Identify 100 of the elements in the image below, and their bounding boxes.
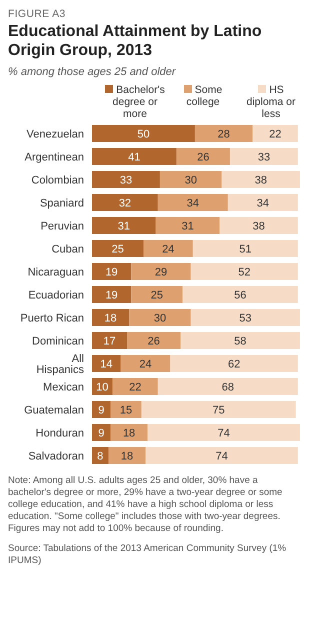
y-tick-label: Honduran xyxy=(36,427,84,440)
data-label: 26 xyxy=(148,335,160,348)
bar xyxy=(148,424,300,441)
data-label: 30 xyxy=(184,174,197,186)
data-label: 38 xyxy=(254,174,267,186)
data-label: 51 xyxy=(239,243,252,256)
bar xyxy=(180,332,300,349)
data-label: 30 xyxy=(154,312,166,324)
bar xyxy=(170,355,298,372)
data-label: 68 xyxy=(222,381,234,394)
y-tick-label: Cuban xyxy=(52,243,84,256)
bar xyxy=(131,286,183,303)
data-label: 33 xyxy=(120,174,132,186)
data-label: 17 xyxy=(103,335,116,348)
chart-subtitle: % among those ages 25 and older xyxy=(8,66,177,78)
data-label: 15 xyxy=(120,404,132,416)
bar xyxy=(160,171,222,188)
bar xyxy=(92,194,158,211)
y-tick-label: Peruvian xyxy=(40,220,84,232)
data-label: 33 xyxy=(258,151,270,164)
data-label: 58 xyxy=(234,335,246,348)
y-tick-label: All Hispanics xyxy=(36,352,84,376)
bar xyxy=(131,263,191,280)
bar xyxy=(156,217,220,234)
bar xyxy=(146,447,298,464)
bar xyxy=(92,309,130,326)
bar xyxy=(110,424,148,441)
bar xyxy=(92,217,156,234)
y-tick-label: Argentinean xyxy=(24,151,84,164)
legend-label: HS diploma or less xyxy=(245,84,297,120)
data-label: 14 xyxy=(100,358,113,370)
data-label: 29 xyxy=(154,266,168,278)
bar xyxy=(110,401,142,418)
bar xyxy=(158,378,298,395)
bar xyxy=(252,125,298,142)
y-tick-label: Mexican xyxy=(43,381,84,394)
data-label: 24 xyxy=(162,243,174,256)
y-tick-label: Colombian xyxy=(31,174,84,186)
data-label: 75 xyxy=(212,404,225,416)
data-label: 22 xyxy=(129,381,142,394)
bar xyxy=(220,217,298,234)
y-tick-label: Dominican xyxy=(32,335,84,348)
bar xyxy=(129,309,191,326)
legend-label: Some college xyxy=(185,84,224,110)
data-label: 19 xyxy=(105,266,118,278)
data-label: 31 xyxy=(118,220,130,232)
data-label: 25 xyxy=(150,289,163,302)
bar xyxy=(182,286,298,303)
bar xyxy=(230,148,298,165)
data-label: 53 xyxy=(239,312,252,324)
bar xyxy=(92,355,121,372)
bar xyxy=(92,424,111,441)
data-label: 18 xyxy=(120,450,134,462)
bar xyxy=(92,240,144,257)
legend-label: Bachelor's degree or more xyxy=(112,84,166,120)
bar xyxy=(194,125,253,142)
data-label: 10 xyxy=(96,381,108,394)
bar xyxy=(112,378,158,395)
bar xyxy=(158,194,228,211)
bar xyxy=(143,240,193,257)
data-label: 18 xyxy=(122,427,136,440)
data-label: 32 xyxy=(118,197,132,210)
bar xyxy=(92,171,160,188)
bar xyxy=(228,194,298,211)
data-label: 56 xyxy=(234,289,246,302)
bar xyxy=(190,309,300,326)
source-note: Source: Tabulations of the 2013 American Community Survey (1% IPUMS) xyxy=(8,543,288,567)
data-label: 62 xyxy=(228,358,240,370)
bar xyxy=(120,355,170,372)
y-tick-label: Puerto Rican xyxy=(20,312,84,324)
data-label: 25 xyxy=(112,243,124,256)
data-label: 41 xyxy=(128,151,140,164)
data-label: 8 xyxy=(97,450,104,462)
data-label: 34 xyxy=(186,197,200,210)
data-label: 74 xyxy=(216,450,228,462)
y-tick-label: Guatemalan xyxy=(24,404,84,416)
y-tick-label: Ecuadorian xyxy=(28,289,84,302)
text: Note: Among all U.S. adults ages 25 and older, 30% have a bachelor's degree or more, 29% have a two-year degree or some college education, and 41% have a high school diploma or less education. "Some college" includes those with two-year degrees. Figures may not add to 100% because of rounding. xyxy=(8,475,284,535)
y-tick-label: Spaniard xyxy=(40,197,84,210)
bar xyxy=(92,263,132,280)
bar xyxy=(176,148,230,165)
y-tick-label: Nicaraguan xyxy=(28,266,84,278)
data-label: 28 xyxy=(218,128,230,140)
bar xyxy=(92,332,128,349)
data-label: 9 xyxy=(98,427,104,440)
y-tick-label: Venezuelan xyxy=(26,128,84,140)
bar xyxy=(141,401,296,418)
bar xyxy=(192,240,298,257)
data-label: 31 xyxy=(182,220,194,232)
bar xyxy=(92,125,195,142)
bar xyxy=(92,286,132,303)
bar xyxy=(190,263,298,280)
bar xyxy=(92,401,111,418)
data-label: 52 xyxy=(238,266,251,278)
chart-title: Educational Attainment by Latino Origin Group, 2013 xyxy=(8,22,263,60)
caption: FIGURE A3 xyxy=(8,8,67,20)
data-label: 24 xyxy=(139,358,152,370)
bar xyxy=(108,447,146,464)
bar xyxy=(92,148,176,165)
data-label: 38 xyxy=(252,220,265,232)
